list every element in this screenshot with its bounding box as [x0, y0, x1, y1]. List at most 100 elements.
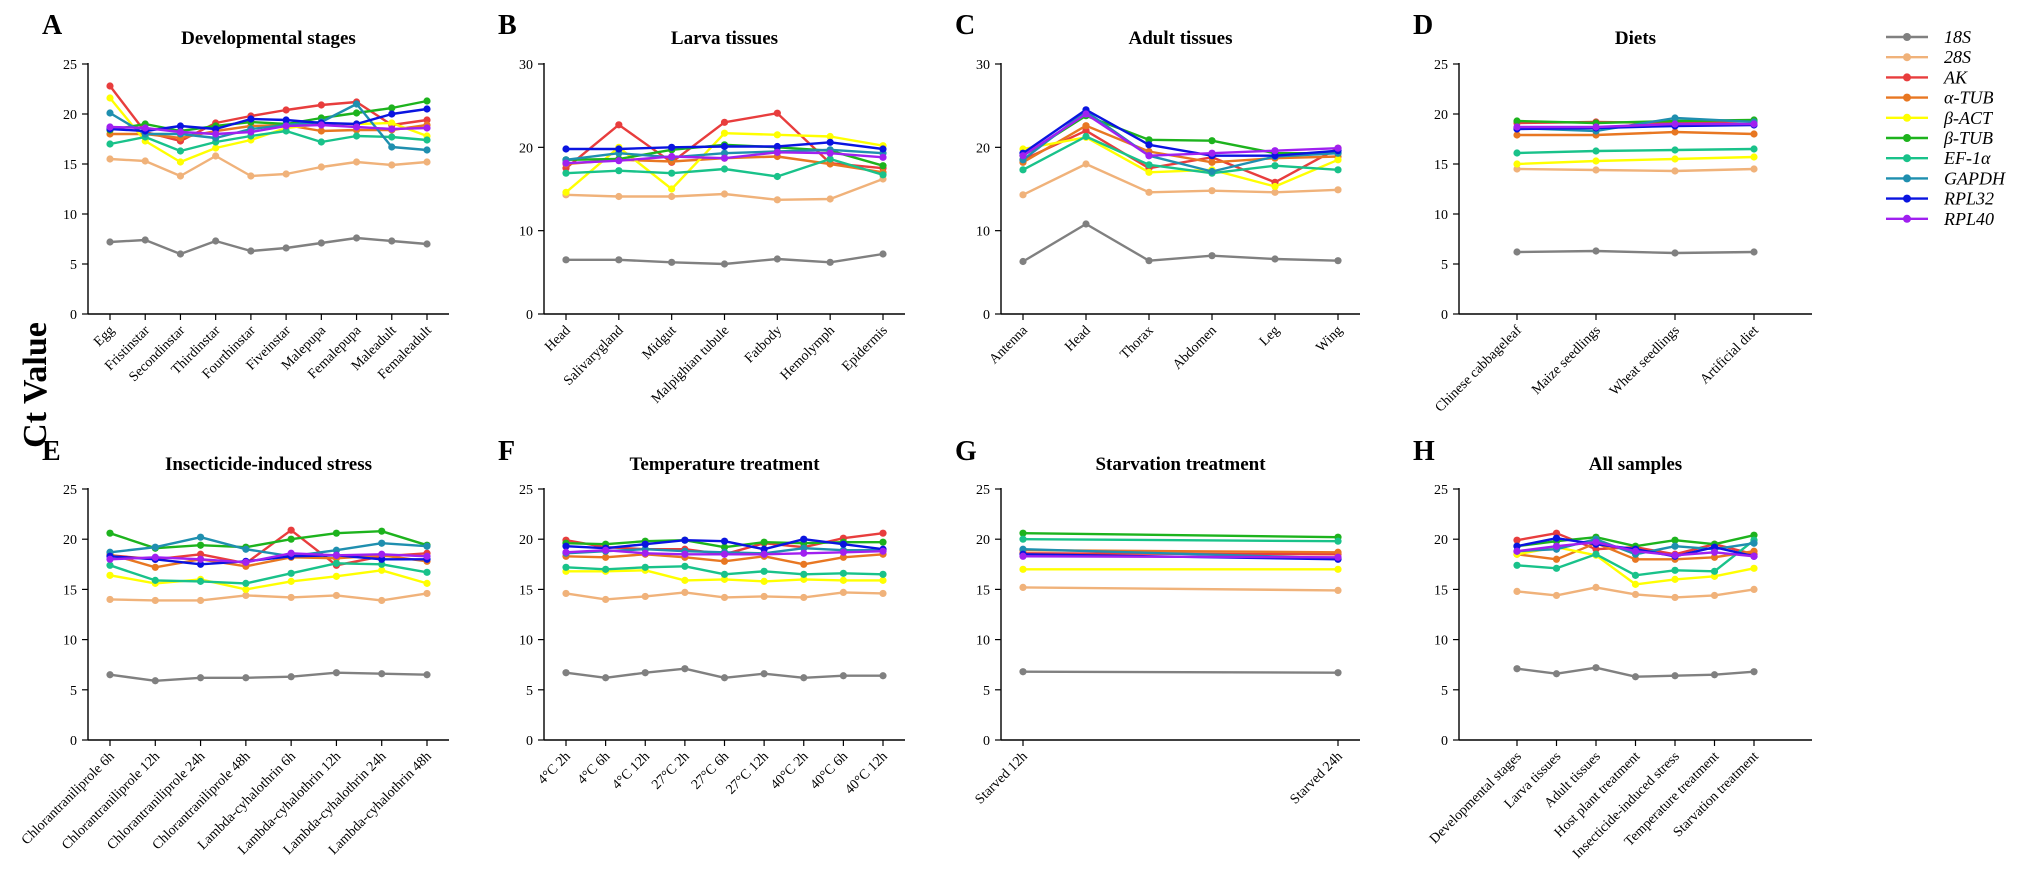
y-tick-label: 25	[519, 483, 533, 498]
data-point	[1592, 147, 1600, 155]
data-point	[720, 190, 729, 198]
data-point	[1592, 247, 1600, 255]
data-point	[773, 172, 781, 181]
data-point	[1592, 545, 1600, 553]
data-point	[615, 167, 623, 175]
panel-a: A Developmental stages0510152025EggFristi…	[42, 10, 449, 385]
x-tick-label: Fatbody	[742, 323, 785, 366]
data-point	[681, 665, 689, 673]
data-point	[423, 589, 431, 598]
data-point	[1145, 188, 1153, 196]
data-point	[1671, 542, 1679, 550]
data-point	[615, 145, 623, 153]
data-point	[106, 555, 114, 563]
data-point	[423, 136, 431, 144]
data-point	[720, 543, 729, 551]
data-point	[1019, 583, 1027, 591]
panel-letter: A	[42, 10, 63, 41]
series-ef-1alpha	[562, 562, 887, 578]
data-point	[720, 165, 729, 173]
data-point	[760, 538, 768, 546]
series-ef-1alpha	[106, 127, 431, 155]
data-point	[1671, 146, 1679, 154]
y-tick-label: 10	[519, 225, 533, 240]
data-point	[1750, 120, 1758, 128]
panel-g: G Starvation treatment 0 5 10 15 20 25 Starved 1…	[955, 436, 1360, 807]
data-point	[1710, 548, 1719, 556]
data-point	[332, 546, 341, 554]
x-tick-label: 40°C 2h	[768, 749, 811, 792]
y-tick-label: 5	[983, 684, 990, 699]
data-point	[332, 572, 341, 580]
data-point	[332, 591, 341, 600]
data-point	[1631, 571, 1640, 579]
series-line	[1516, 155, 1755, 166]
data-point	[641, 540, 649, 548]
data-point	[1750, 165, 1758, 173]
x-tick-label: Head	[1062, 323, 1093, 354]
legend-swatch-marker	[1903, 73, 1911, 82]
x-tick-label: Starved 12h	[973, 749, 1031, 807]
data-point	[212, 237, 220, 245]
data-point	[1671, 128, 1679, 136]
series-28s	[1513, 583, 1758, 602]
panel-letter: C	[955, 10, 975, 41]
panel-e: E Insecticide-induced stress0510152025Chl…	[19, 436, 449, 858]
data-point	[1592, 583, 1600, 591]
y-tick-label: 20	[976, 533, 990, 548]
data-point	[773, 255, 781, 263]
data-point	[668, 258, 676, 266]
data-point	[1513, 131, 1521, 139]
data-point	[641, 592, 649, 601]
series-line	[109, 107, 428, 133]
data-point	[1750, 153, 1758, 161]
data-point	[176, 158, 185, 166]
data-point	[242, 674, 250, 682]
data-point	[1145, 257, 1153, 265]
y-tick-label: 20	[63, 108, 77, 123]
panels: A Developmental stages0510152025EggFristi…	[19, 10, 1812, 862]
data-point	[720, 674, 729, 682]
data-point	[602, 595, 610, 604]
series-rpl40	[562, 148, 887, 167]
data-point	[681, 550, 689, 558]
legend-item-beta-act: β-ACT	[1886, 108, 1994, 128]
series-rpl40	[562, 546, 887, 558]
data-point	[760, 550, 768, 558]
series-line	[1022, 222, 1339, 263]
data-point	[1334, 166, 1342, 174]
y-tick-label: 10	[1434, 634, 1448, 649]
y-tick-label: 0	[1441, 734, 1448, 749]
y-tick-label: 0	[983, 734, 990, 749]
data-point	[378, 527, 386, 535]
data-point	[602, 546, 610, 554]
data-point	[720, 260, 729, 268]
legend-label: α-TUB	[1944, 88, 1993, 108]
data-point	[879, 171, 887, 179]
data-point	[378, 596, 386, 605]
x-tick-label: Antenna	[987, 323, 1032, 368]
data-point	[1208, 137, 1216, 145]
data-point	[1513, 117, 1521, 125]
series-18s	[106, 669, 431, 685]
data-point	[1750, 531, 1758, 539]
data-point	[720, 129, 729, 137]
y-tick-label: 20	[1434, 533, 1448, 548]
data-point	[800, 544, 808, 552]
series-rpl40	[1019, 110, 1342, 160]
data-point	[1208, 187, 1216, 195]
data-point	[1671, 566, 1679, 574]
series-rpl40	[1019, 552, 1342, 561]
data-point	[1750, 564, 1758, 572]
data-point	[423, 124, 431, 132]
data-point	[1271, 152, 1279, 160]
data-point	[378, 560, 386, 568]
data-point	[378, 670, 386, 678]
data-point	[141, 124, 149, 132]
series-ef-1alpha	[562, 155, 887, 181]
data-point	[423, 116, 431, 124]
data-point	[681, 576, 689, 584]
series-line	[109, 562, 428, 585]
data-point	[1631, 555, 1640, 563]
